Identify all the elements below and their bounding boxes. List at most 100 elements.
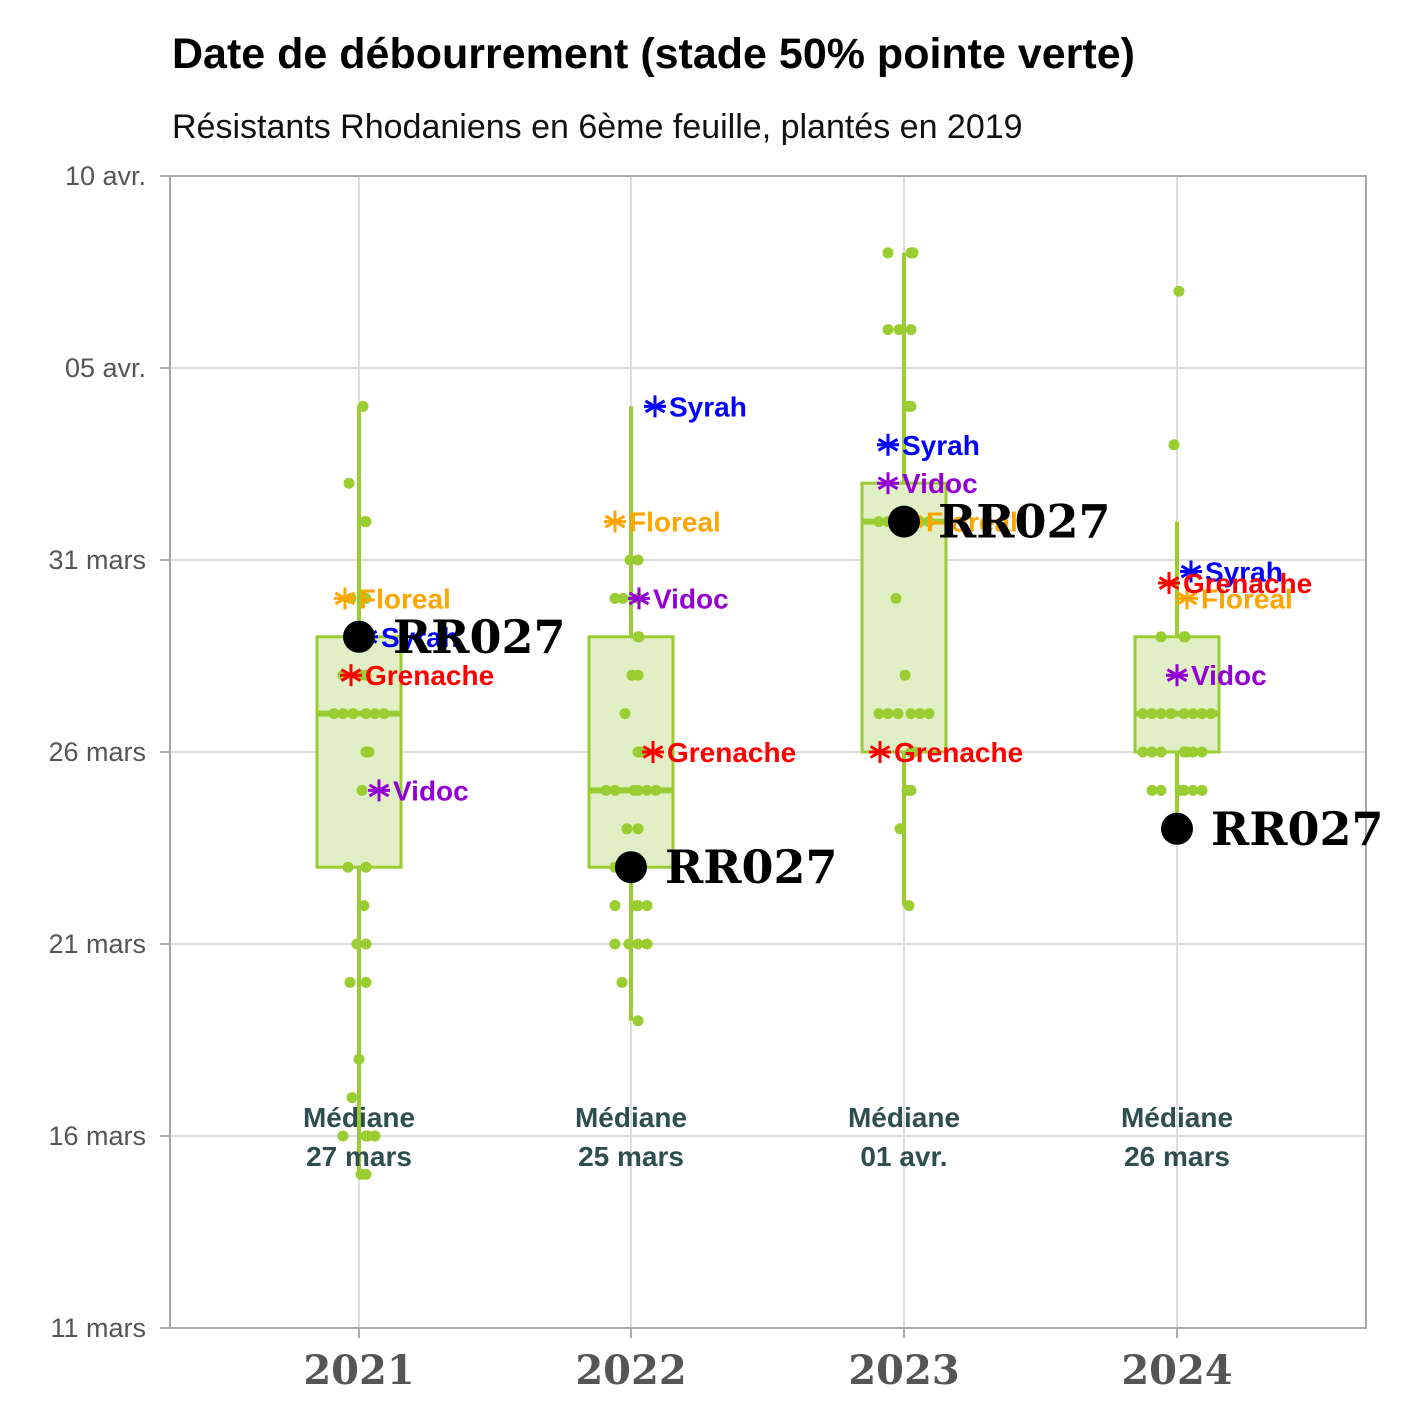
median-label-title: Médiane — [575, 1102, 687, 1133]
data-point — [632, 784, 644, 796]
data-point — [632, 938, 644, 950]
data-point — [899, 669, 911, 681]
jitter-points — [328, 247, 1217, 1180]
data-point — [903, 900, 915, 912]
reference-label: Syrah — [669, 391, 747, 422]
data-point — [1205, 708, 1217, 720]
data-point — [378, 708, 390, 720]
data-point — [1178, 784, 1190, 796]
data-point — [1137, 708, 1149, 720]
reference-label: Floreal — [629, 507, 721, 538]
data-point — [357, 400, 369, 412]
asterisk-marker — [877, 433, 899, 456]
data-point — [923, 708, 935, 720]
y-tick-label: 05 avr. — [65, 353, 146, 383]
chart-subtitle: Résistants Rhodaniens en 6ème feuille, p… — [172, 108, 1023, 146]
data-point — [353, 1053, 365, 1065]
reference-label: Grenache — [894, 737, 1023, 768]
data-point — [1155, 631, 1167, 643]
data-point — [894, 823, 906, 835]
median-label-date: 25 mars — [578, 1141, 684, 1172]
data-point — [914, 708, 926, 720]
asterisk-marker — [628, 587, 650, 610]
data-point — [621, 823, 633, 835]
data-point — [337, 1130, 349, 1142]
data-point — [632, 1015, 644, 1027]
data-point — [882, 247, 894, 259]
y-tick-label: 16 mars — [48, 1121, 146, 1151]
data-point — [1137, 746, 1149, 758]
data-point — [1165, 708, 1177, 720]
data-point — [360, 516, 372, 528]
reference-label: Syrah — [902, 430, 980, 461]
data-point — [641, 784, 653, 796]
data-point — [609, 592, 621, 604]
x-tick-label: 2021 — [303, 1347, 414, 1394]
y-tick-label: 31 mars — [48, 545, 146, 575]
data-point — [905, 400, 917, 412]
median-label-date: 27 mars — [306, 1141, 412, 1172]
data-point — [328, 708, 340, 720]
data-point — [617, 592, 629, 604]
data-point — [344, 976, 356, 988]
reference-label: Grenache — [667, 737, 796, 768]
asterisk-marker — [604, 510, 626, 533]
rr027-label: RR027 — [938, 495, 1110, 549]
data-point — [1187, 784, 1199, 796]
data-point — [650, 784, 662, 796]
median-label-title: Médiane — [848, 1102, 960, 1133]
data-point — [351, 938, 363, 950]
data-point — [609, 938, 621, 950]
data-point — [1146, 746, 1158, 758]
box-layer — [315, 252, 1221, 1175]
reference-label: Floreal — [1201, 583, 1293, 614]
asterisk-marker — [877, 472, 899, 495]
data-point — [905, 708, 917, 720]
data-point — [600, 784, 612, 796]
data-point — [873, 708, 885, 720]
data-point — [893, 324, 905, 336]
rr027-highlight: RR027 RR027 RR027 RR027 — [343, 495, 1383, 894]
data-point — [632, 823, 644, 835]
data-point — [619, 708, 631, 720]
data-point — [905, 784, 917, 796]
x-tick-label: 2024 — [1121, 1347, 1232, 1394]
y-tick-label: 10 avr. — [65, 161, 146, 191]
reference-label: Syrah — [381, 622, 459, 653]
asterisk-marker — [1180, 560, 1202, 583]
reference-label: Vidoc — [393, 775, 469, 806]
data-point — [1168, 439, 1180, 451]
data-point — [1196, 784, 1208, 796]
data-point — [1196, 708, 1208, 720]
reference-label: Floreal — [359, 583, 451, 614]
data-point — [337, 708, 349, 720]
data-point — [1178, 708, 1190, 720]
data-point — [624, 554, 636, 566]
data-point — [609, 900, 621, 912]
y-axis: 11 mars 16 mars 21 mars 26 mars 31 mars 05 av… — [48, 161, 170, 1343]
iqr-box — [1133, 635, 1221, 754]
data-point — [360, 976, 372, 988]
asterisk-marker — [642, 741, 664, 763]
data-point — [1178, 746, 1190, 758]
data-point — [360, 746, 372, 758]
x-tick-label: 2023 — [848, 1347, 959, 1394]
data-point — [873, 516, 885, 528]
data-point — [641, 938, 653, 950]
reference-label: Syrah — [1205, 557, 1283, 588]
asterisk-marker — [1176, 587, 1198, 610]
data-point — [369, 1130, 381, 1142]
data-point — [892, 708, 904, 720]
data-point — [1187, 708, 1199, 720]
median-label-date: 01 avr. — [860, 1141, 947, 1172]
data-point — [609, 784, 621, 796]
data-point — [616, 976, 628, 988]
data-point — [1146, 708, 1158, 720]
rr027-point — [615, 851, 647, 884]
reference-label: Floreal — [926, 507, 1018, 538]
data-point — [905, 247, 917, 259]
data-point — [632, 746, 644, 758]
data-point — [360, 938, 372, 950]
data-point — [1173, 285, 1185, 297]
